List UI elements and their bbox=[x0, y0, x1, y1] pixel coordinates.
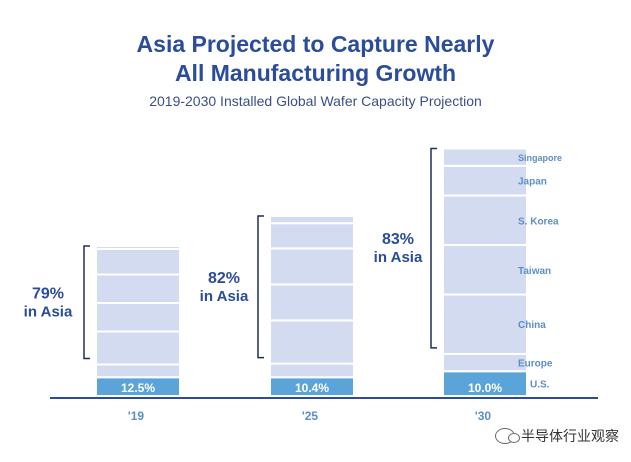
bar-segment-taiwan-0 bbox=[95, 302, 181, 333]
bar-segment-china-2 bbox=[442, 293, 528, 355]
us-share-label-1: 10.4% bbox=[295, 381, 329, 395]
asia-suffix-label-0: in Asia bbox=[24, 303, 73, 320]
asia-bracket-1 bbox=[257, 215, 264, 359]
bar-segment-taiwan-2 bbox=[442, 244, 528, 296]
bar-segment-s-korea-0 bbox=[95, 273, 181, 304]
segment-label-singapore: Singapore bbox=[518, 153, 562, 163]
bar-segment-china-1 bbox=[269, 319, 355, 365]
asia-suffix-label-1: in Asia bbox=[200, 288, 249, 305]
bar-segment-japan-1 bbox=[269, 222, 355, 250]
bar-segment-china-0 bbox=[95, 330, 181, 366]
watermark: 半导体行业观察 bbox=[495, 426, 619, 446]
asia-percent-label-1: 82% bbox=[208, 270, 240, 287]
chart-title-line1: Asia Projected to Capture Nearly bbox=[136, 31, 495, 57]
bar-segment-europe-1 bbox=[269, 362, 355, 379]
asia-bracket-0 bbox=[83, 245, 90, 360]
asia-suffix-label-2: in Asia bbox=[374, 249, 423, 266]
category-label-1: '25 bbox=[302, 409, 319, 423]
bar-segment-u-s--2 bbox=[442, 370, 528, 397]
chart-subtitle: 2019-2030 Installed Global Wafer Capacit… bbox=[149, 93, 482, 109]
bar-segment-europe-0 bbox=[95, 363, 181, 379]
segment-label-u-s-: U.S. bbox=[530, 380, 550, 391]
asia-percent-label-2: 83% bbox=[382, 231, 414, 248]
segment-label-china: China bbox=[518, 320, 546, 331]
watermark-text: 半导体行业观察 bbox=[521, 429, 619, 445]
us-share-label-0: 12.5% bbox=[121, 381, 155, 395]
bar-segment-singapore-1 bbox=[269, 215, 355, 225]
chart-title-line2: All Manufacturing Growth bbox=[174, 60, 457, 86]
wechat-icon bbox=[495, 428, 520, 444]
category-label-2: '30 bbox=[475, 409, 492, 423]
asia-percent-label-0: 79% bbox=[32, 285, 64, 302]
bar-segment-europe-2 bbox=[442, 352, 528, 373]
bar-segment-singapore-2 bbox=[442, 147, 528, 167]
segment-label-s-korea: S. Korea bbox=[518, 216, 559, 227]
bar-segment-japan-0 bbox=[95, 248, 181, 276]
segment-label-taiwan: Taiwan bbox=[518, 266, 551, 277]
asia-bracket-2 bbox=[430, 147, 437, 349]
bar-segment-singapore-0 bbox=[95, 245, 181, 250]
category-label-0: '19 bbox=[128, 409, 145, 423]
bar-segment-s-korea-2 bbox=[442, 194, 528, 247]
bar-segment-s-korea-1 bbox=[269, 247, 355, 286]
bar-segment-taiwan-1 bbox=[269, 283, 355, 322]
segment-label-japan: Japan bbox=[518, 177, 547, 188]
bar-segment-japan-2 bbox=[442, 164, 528, 197]
segment-label-europe: Europe bbox=[518, 359, 553, 370]
us-share-label-2: 10.0% bbox=[468, 381, 502, 395]
